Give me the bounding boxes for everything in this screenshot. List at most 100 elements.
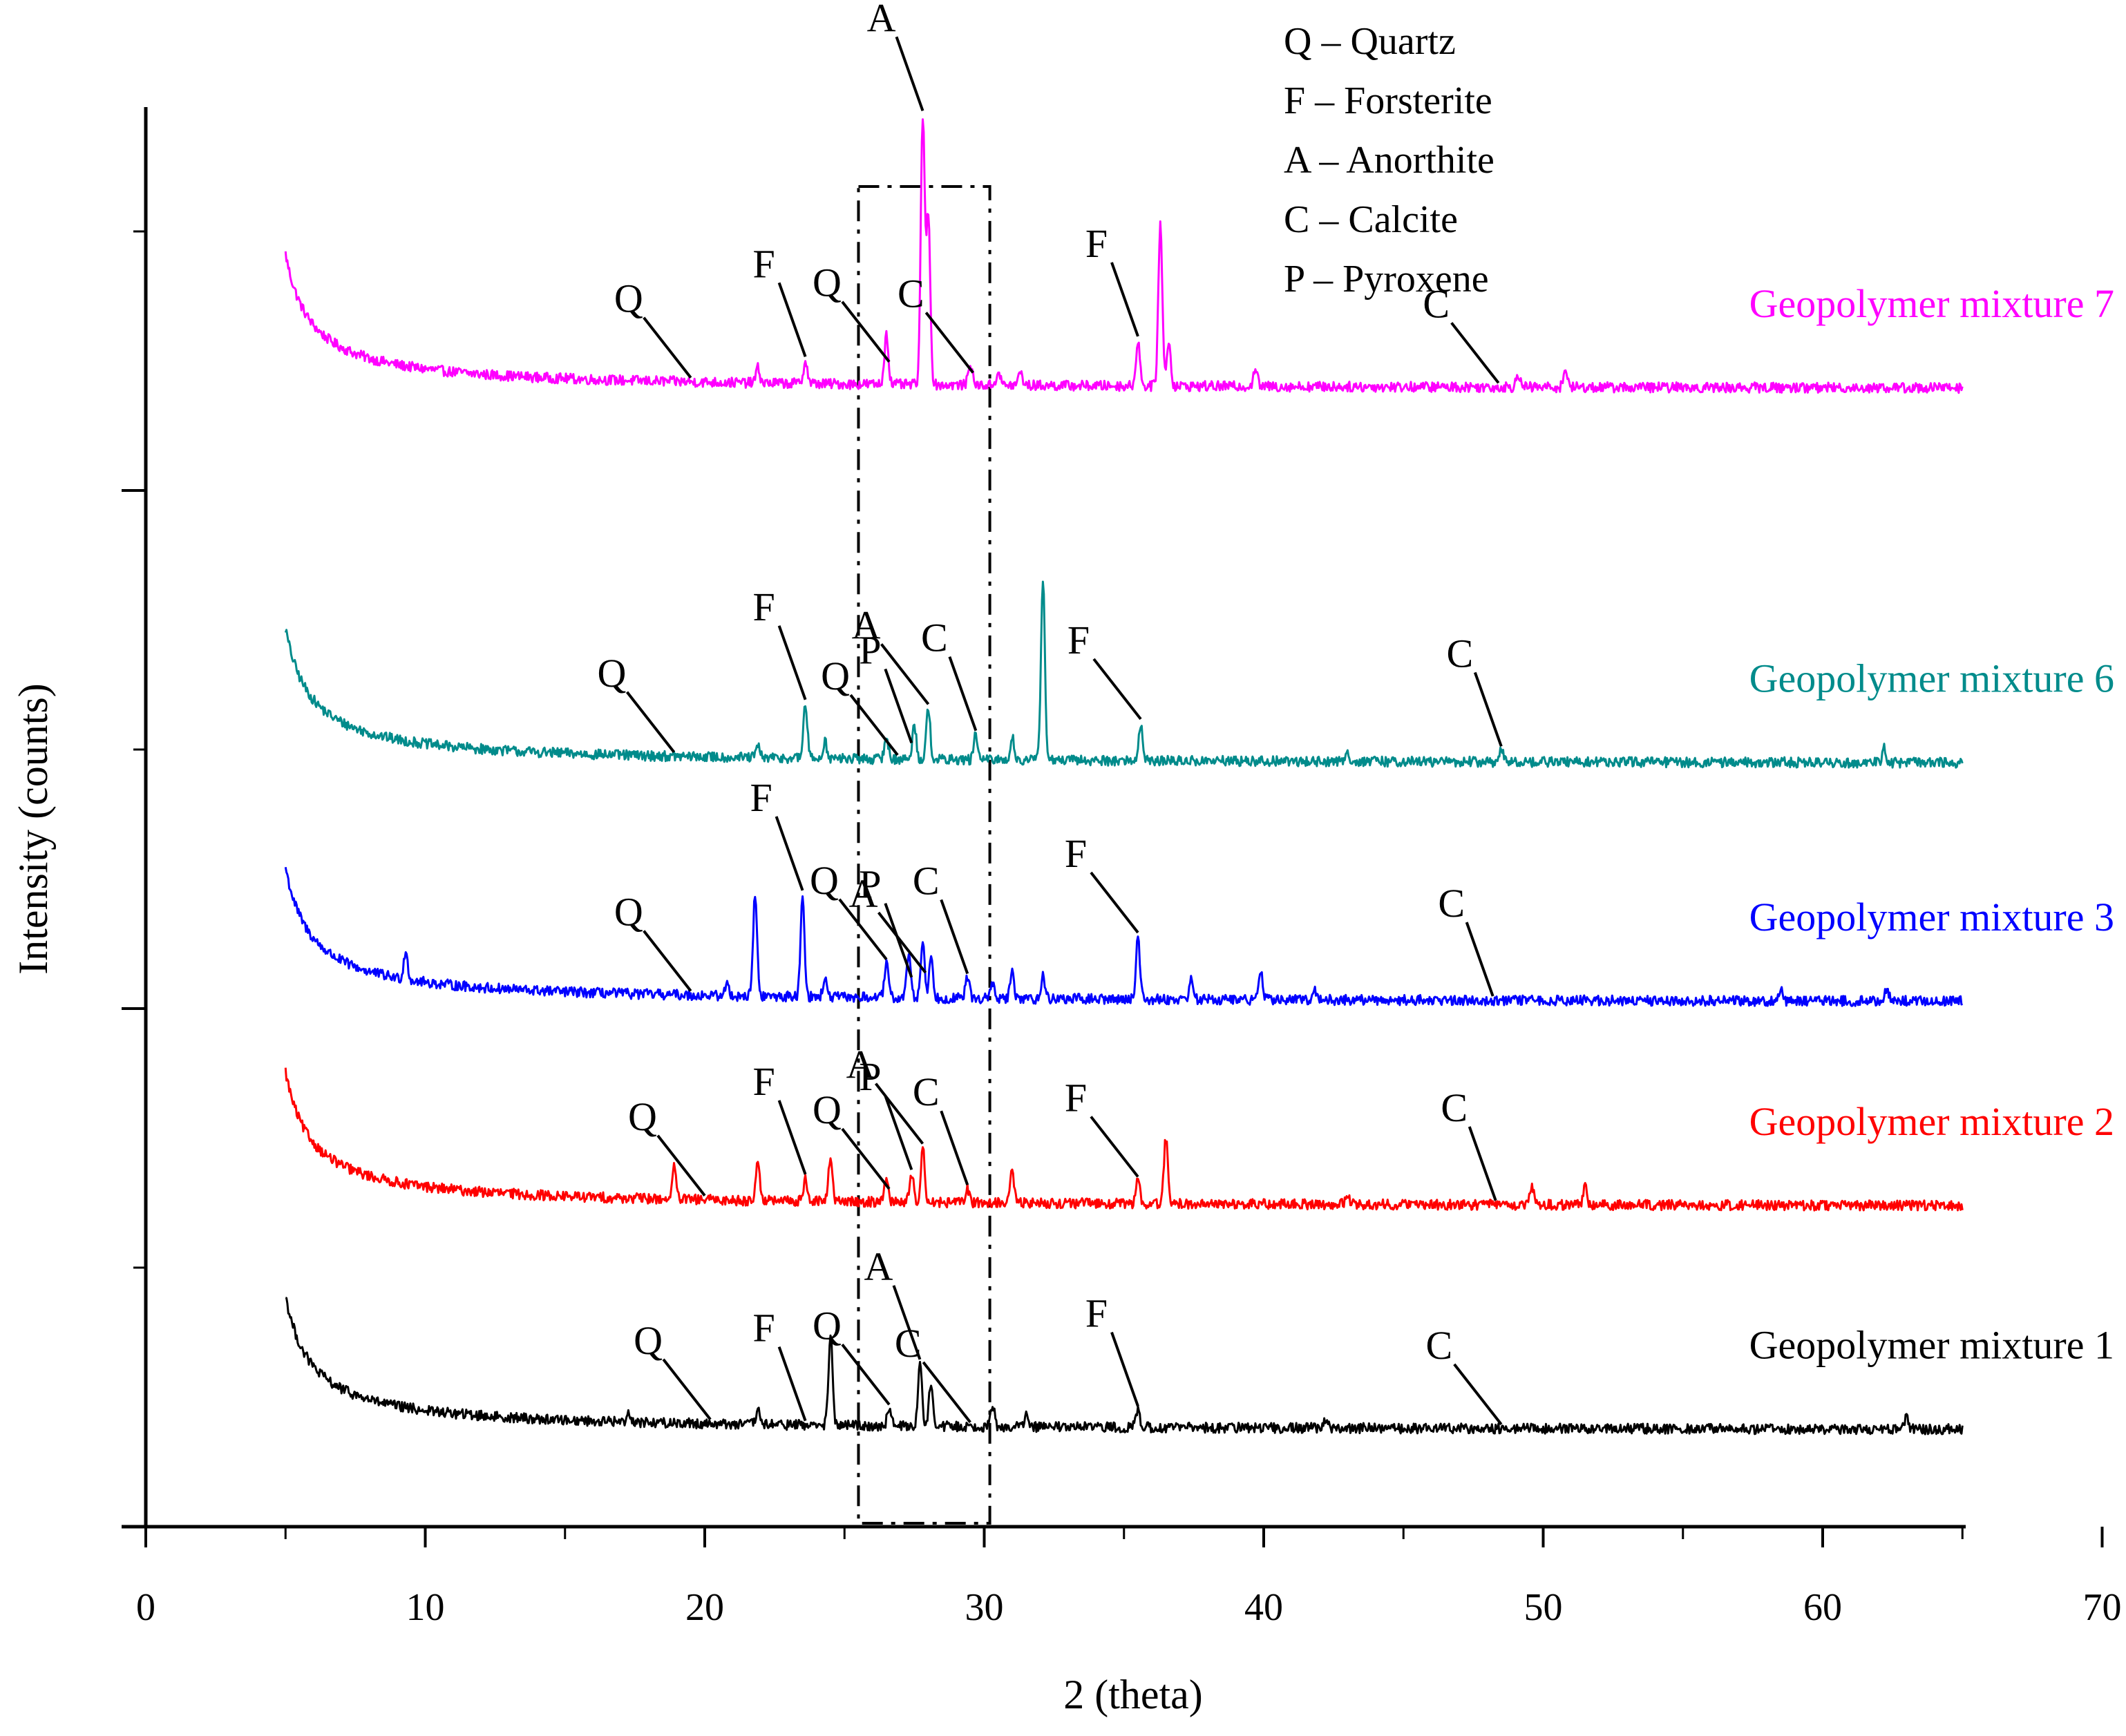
- annotation-leader: [841, 1344, 891, 1406]
- peak-label-c: C: [1446, 631, 1473, 676]
- annotations-series-3: QFQ PA CFC: [614, 775, 1494, 997]
- annotation-leader: [1450, 322, 1500, 384]
- annotation-leader: [924, 312, 974, 374]
- peak-label-q: Q: [598, 651, 627, 696]
- series-label: Geopolymer mixture 6: [1749, 656, 2114, 701]
- annotation-leader: [643, 930, 692, 992]
- legend-entry-f: F – Forsterite: [1284, 79, 1492, 122]
- annotation-leader: [777, 282, 807, 357]
- peak-label-q: Q: [628, 1094, 657, 1139]
- peak-label-f: F: [1085, 221, 1108, 266]
- annotation-leader: [1468, 1126, 1497, 1201]
- peak-label-p: P: [859, 627, 881, 672]
- annotation-leader: [849, 694, 899, 756]
- peak-label-c: C: [921, 616, 948, 660]
- axes: 0 10 20 30 40 50 60 70: [122, 107, 2122, 1629]
- peak-label-f: F: [752, 584, 775, 629]
- annotation-leader: [625, 691, 676, 753]
- series-trace: [284, 1067, 1964, 1212]
- legend-entry-p: P – Pyroxene: [1284, 258, 1489, 301]
- annotation-leader: [940, 899, 969, 975]
- peak-label-a: A: [849, 871, 878, 916]
- peak-label-f: F: [1065, 1075, 1087, 1120]
- peak-label-p: P: [859, 862, 881, 907]
- peak-label-f: F: [752, 241, 775, 286]
- series-trace: [284, 580, 1964, 769]
- annotation-leader: [1090, 871, 1139, 934]
- x-tick-label: 70: [2083, 1586, 2122, 1629]
- peak-label-f: F: [752, 1306, 775, 1351]
- annotation-leader: [874, 1082, 924, 1145]
- peak-label-f: F: [1065, 831, 1087, 876]
- x-ticks: 0 10 20 30 40 50 60 70: [136, 1527, 2122, 1629]
- peak-label-a: A: [867, 0, 896, 40]
- annotation-leader: [940, 1110, 969, 1185]
- x-tick-label: 60: [1803, 1586, 1842, 1629]
- annotation-leader: [777, 1100, 807, 1175]
- annotation-leader: [656, 1134, 706, 1196]
- annotation-leader: [841, 301, 891, 363]
- x-tick-label: 10: [406, 1586, 445, 1629]
- highlight-region-box: [857, 185, 991, 1525]
- peak-label-c: C: [1425, 1323, 1452, 1368]
- peak-label-f: F: [1085, 1291, 1108, 1336]
- series-5: Geopolymer mixture 1: [285, 1297, 2114, 1435]
- annotation-leader: [1092, 658, 1142, 721]
- y-axis-title: Intensity (counts): [10, 683, 56, 975]
- annotation-leader: [884, 1095, 913, 1170]
- peak-label-c: C: [1423, 281, 1450, 326]
- peak-label-q: Q: [634, 1318, 663, 1363]
- peak-label-a: A: [864, 1244, 893, 1289]
- legend-entry-a: A – Anorthite: [1284, 139, 1494, 182]
- peak-label-c: C: [898, 271, 924, 316]
- annotation-leader: [1110, 1331, 1139, 1407]
- series-label: Geopolymer mixture 1: [1749, 1323, 2114, 1368]
- series-4: Geopolymer mixture 2: [284, 1067, 2114, 1212]
- peak-label-p: P: [859, 1054, 881, 1099]
- series-3: Geopolymer mixture 3: [284, 867, 2114, 1007]
- peak-label-q: Q: [813, 1303, 842, 1348]
- series-label: Geopolymer mixture 7: [1749, 281, 2114, 326]
- x-tick-label: 30: [965, 1586, 1004, 1629]
- series-label: Geopolymer mixture 2: [1749, 1099, 2114, 1144]
- legend-entry-c: C – Calcite: [1284, 198, 1458, 241]
- annotation-leader: [777, 1346, 807, 1422]
- annotation-leader: [948, 656, 978, 732]
- annotation-leader: [1473, 671, 1503, 747]
- peak-label-q: Q: [614, 889, 643, 934]
- annotation-leader: [838, 898, 888, 961]
- peak-label-f: F: [750, 775, 772, 820]
- peak-label-a: A: [846, 1042, 875, 1087]
- peak-label-q: Q: [614, 276, 643, 321]
- peak-label-f: F: [1067, 618, 1090, 662]
- y-ticks: [122, 230, 146, 1528]
- annotation-leader: [880, 643, 930, 705]
- x-tick-label: 0: [136, 1586, 155, 1629]
- legend-entry-q: Q – Quartz: [1284, 20, 1456, 63]
- x-axis-title: 2 (theta): [1063, 1672, 1203, 1717]
- peak-label-c: C: [895, 1321, 922, 1366]
- annotation-leader: [884, 903, 913, 978]
- annotation-leader: [877, 911, 927, 974]
- annotation-leader: [777, 625, 807, 700]
- annotation-leader: [643, 316, 692, 379]
- peak-label-q: Q: [810, 858, 839, 903]
- series-layer: Geopolymer mixture 7 Geopolymer mixture 6…: [284, 118, 2114, 1435]
- annotation-leader: [895, 36, 924, 111]
- peak-label-q: Q: [813, 1087, 842, 1132]
- peak-label-c: C: [1441, 1085, 1468, 1130]
- series-trace: [285, 1297, 1964, 1435]
- peak-label-f: F: [752, 1059, 775, 1104]
- peak-label-c: C: [913, 1069, 940, 1114]
- peak-label-q: Q: [813, 260, 842, 305]
- series-trace: [284, 118, 1964, 394]
- peak-label-q: Q: [821, 654, 850, 698]
- annotation-leader: [1465, 922, 1494, 997]
- annotation-leader: [1453, 1363, 1503, 1426]
